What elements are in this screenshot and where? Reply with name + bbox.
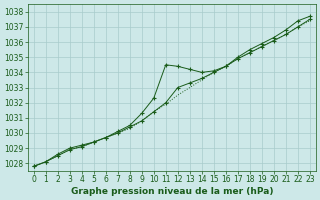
- X-axis label: Graphe pression niveau de la mer (hPa): Graphe pression niveau de la mer (hPa): [70, 187, 273, 196]
